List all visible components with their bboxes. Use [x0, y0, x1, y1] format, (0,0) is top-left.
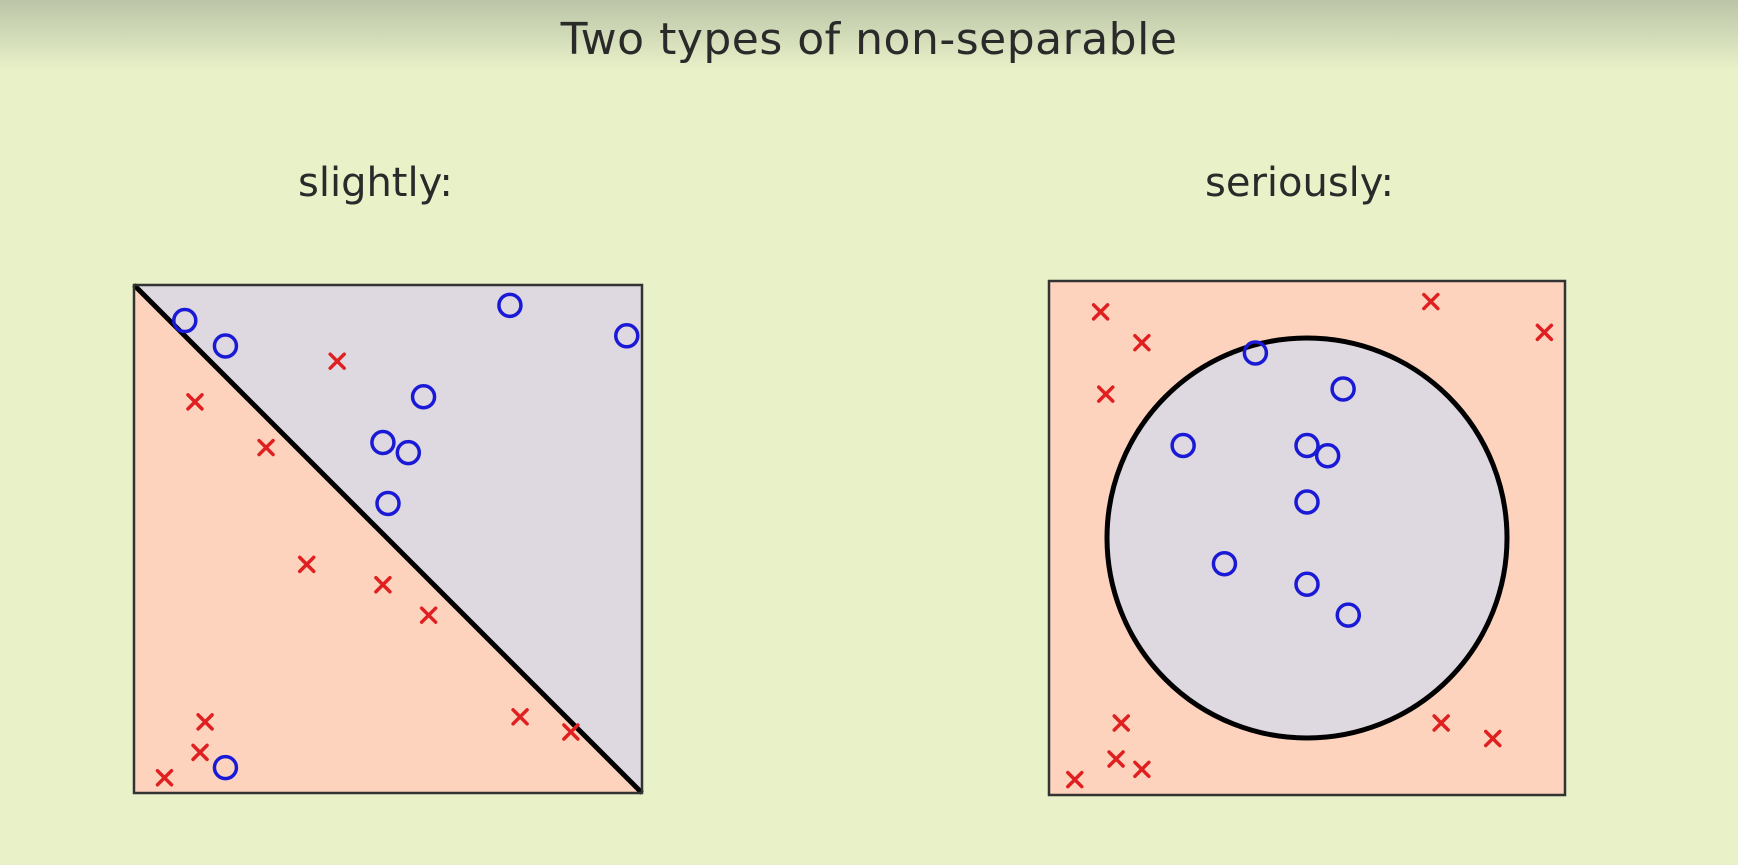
- cross-marker: [374, 575, 392, 594]
- cross-marker: [1097, 385, 1115, 403]
- left-frame: [132, 283, 644, 795]
- cross-marker: [1066, 770, 1084, 789]
- cross-marker: [257, 438, 275, 457]
- circle-marker: [1314, 443, 1341, 469]
- cross-marker: [1422, 292, 1440, 311]
- cross-marker: [328, 352, 346, 370]
- panel-slightly: [132, 283, 644, 795]
- cross-marker: [1484, 729, 1502, 748]
- panel-seriously: [1047, 279, 1567, 797]
- circle-marker: [172, 307, 198, 334]
- circle-marker: [410, 384, 437, 410]
- circle-marker: [1335, 602, 1362, 628]
- circle-marker: [375, 490, 401, 517]
- linear-boundary: [132, 283, 644, 795]
- circle-marker: [1294, 432, 1320, 459]
- cross-marker: [419, 606, 438, 624]
- circle-marker: [1330, 376, 1356, 402]
- cross-marker: [186, 393, 204, 411]
- circle-marker: [1294, 489, 1320, 515]
- circle-marker: [1242, 340, 1269, 366]
- circular-boundary: [1104, 335, 1510, 741]
- top-shade: [0, 0, 1738, 70]
- circle-marker: [1294, 571, 1320, 598]
- circle-marker: [614, 323, 640, 349]
- cross-marker: [1535, 323, 1554, 342]
- cross-marker: [191, 743, 209, 762]
- cross-marker: [1133, 760, 1151, 779]
- circle-marker: [497, 292, 523, 319]
- circle-marker: [1170, 432, 1196, 459]
- cross-marker: [155, 769, 174, 787]
- cross-marker: [1112, 714, 1130, 732]
- cross-marker: [511, 708, 529, 726]
- slide-title: Two types of non-separable: [560, 14, 1178, 65]
- caption-seriously: seriously:: [1205, 160, 1395, 206]
- circle-marker: [370, 429, 396, 456]
- circle-marker: [1211, 550, 1238, 577]
- circle-marker: [212, 754, 239, 781]
- cross-marker: [562, 723, 580, 741]
- cross-marker: [1107, 750, 1125, 768]
- cross-marker: [1091, 303, 1110, 321]
- caption-slightly: slightly:: [298, 160, 453, 206]
- cross-marker: [196, 713, 214, 731]
- circle-marker: [212, 333, 239, 359]
- cross-marker: [1133, 333, 1151, 352]
- cross-marker: [297, 555, 316, 574]
- circle-marker: [395, 439, 422, 466]
- cross-marker: [1432, 714, 1450, 732]
